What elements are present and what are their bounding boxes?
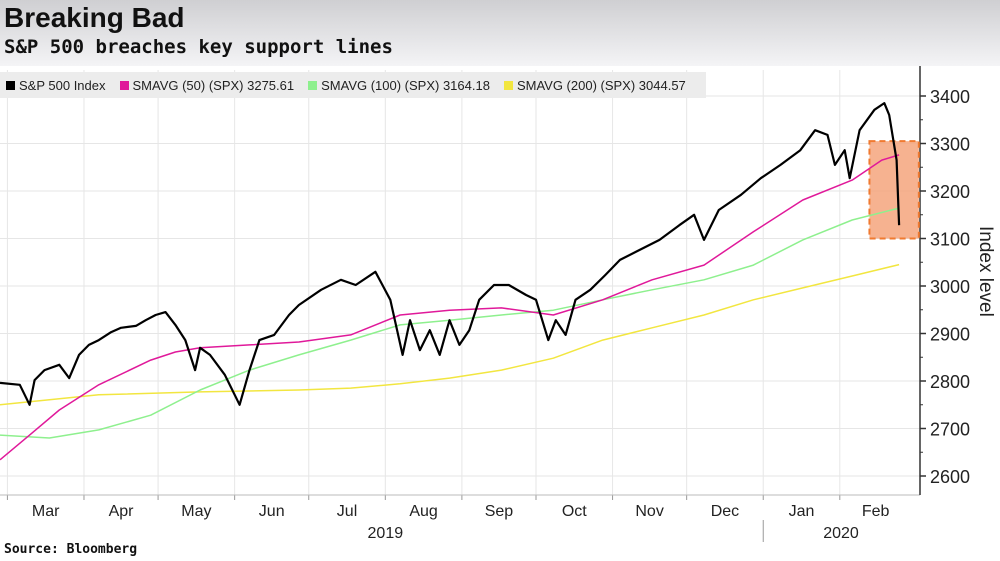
legend-label: SMAVG (200) (SPX) 3044.57	[516, 77, 686, 93]
legend-label: SMAVG (100) (SPX) 3164.18	[321, 77, 490, 93]
y-tick-label: 2900	[930, 325, 970, 345]
legend-swatch	[6, 80, 15, 90]
legend-item-sma50: SMAVG (50) (SPX) 3275.61	[119, 77, 295, 93]
series-line-smavg-200-spx-	[0, 263, 900, 406]
header-band	[0, 0, 1000, 66]
y-axis-label: Index level	[975, 226, 996, 317]
series-line-s-p-500-index	[0, 102, 901, 406]
year-label: 2019	[368, 525, 404, 542]
y-tick-label: 2800	[930, 372, 970, 392]
x-tick-label: Oct	[562, 503, 587, 520]
series-line-smavg-50-spx-	[0, 154, 900, 461]
x-tick-label: Mar	[32, 503, 60, 520]
legend-label: SMAVG (50) (SPX) 3275.61	[132, 77, 295, 93]
x-tick-label: Aug	[409, 503, 437, 520]
x-tick-label: May	[181, 503, 211, 520]
x-tick-label: Apr	[109, 503, 135, 520]
x-tick-label: Dec	[711, 503, 739, 520]
legend-swatch	[308, 80, 318, 90]
chart-title: Breaking Bad	[4, 2, 185, 33]
legend-swatch	[119, 80, 129, 90]
x-tick-label: Jul	[337, 503, 357, 520]
x-tick-label: Jun	[259, 503, 285, 520]
legend-item-sma100: SMAVG (100) (SPX) 3164.18	[308, 78, 490, 93]
chart-subtitle: S&P 500 breaches key support lines	[4, 36, 393, 58]
y-tick-label: 3000	[930, 277, 970, 297]
x-tick-label: Sep	[485, 503, 514, 520]
y-tick-label: 3300	[930, 135, 970, 155]
legend-item-spx: S&P 500 Index	[6, 78, 106, 93]
y-tick-label: 2700	[930, 420, 970, 440]
y-tick-label: 2600	[930, 467, 970, 487]
source-note: Source: Bloomberg	[4, 542, 138, 557]
legend-item-sma200: SMAVG (200) (SPX) 3044.57	[503, 77, 686, 93]
legend-swatch	[503, 80, 513, 90]
x-tick-label: Jan	[789, 503, 815, 520]
x-tick-label: Feb	[862, 503, 890, 520]
x-tick-label: Nov	[635, 503, 663, 520]
y-tick-label: 3100	[930, 230, 970, 250]
year-label: 2020	[823, 525, 859, 542]
y-tick-label: 3200	[930, 182, 970, 202]
legend: S&P 500 Index SMAVG (50) (SPX) 3275.61 S…	[0, 72, 706, 98]
y-tick-label: 3400	[930, 87, 970, 107]
legend-label: S&P 500 Index	[19, 77, 106, 93]
